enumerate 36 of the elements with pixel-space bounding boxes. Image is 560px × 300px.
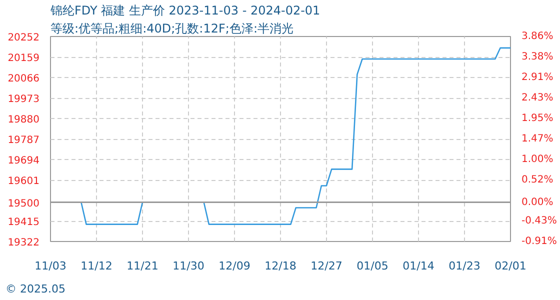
y2-tick-label: 3.86%	[522, 31, 554, 42]
x-tick-label: 12/18	[264, 260, 296, 272]
x-tick-label: 11/03	[34, 260, 66, 272]
y-tick-label: 19880	[8, 114, 40, 126]
y2-tick-label: 1.47%	[522, 134, 554, 145]
x-tick-label: 11/30	[172, 260, 204, 272]
y-tick-label: 19973	[8, 94, 40, 105]
y-tick-label: 19500	[8, 198, 40, 210]
y-tick-label: 19415	[8, 217, 40, 228]
x-tick-label: 01/05	[356, 260, 388, 272]
chart-title: 锦纶FDY 福建 生产价 2023-11-03 - 2024-02-01	[50, 4, 320, 18]
x-tick-label: 11/12	[80, 260, 112, 272]
chart-subtitle: 等级:优等品;粗细:40D;孔数:12F;色泽:半消光	[50, 22, 294, 36]
y2-tick-label: 0.00%	[522, 196, 554, 208]
y2-tick-label: -0.91%	[522, 236, 557, 247]
y-tick-label: 19322	[8, 238, 40, 248]
x-tick-label: 11/21	[126, 260, 158, 272]
y2-tick-label: 1.00%	[522, 154, 554, 165]
y-tick-label: 19694	[8, 156, 40, 166]
y-tick-label: 20066	[8, 74, 40, 84]
y2-tick-label: -0.43%	[522, 215, 557, 226]
y2-tick-label: 1.95%	[522, 113, 554, 124]
x-tick-label: 01/23	[448, 260, 480, 272]
x-tick-label: 12/27	[310, 260, 342, 272]
y2-tick-label: 2.91%	[522, 72, 554, 83]
y-tick-label: 19601	[8, 176, 40, 187]
x-tick-label: 01/14	[402, 260, 434, 272]
x-tick-label: 02/01	[494, 260, 526, 272]
y-tick-label: 20159	[8, 53, 40, 64]
y-tick-label: 19787	[8, 135, 40, 146]
text: © 2025.05	[6, 282, 66, 296]
y-tick-label: 20252	[8, 32, 40, 44]
y2-tick-label: 3.38%	[522, 52, 554, 63]
x-tick-label: 12/09	[218, 260, 250, 272]
y2-tick-label: 2.43%	[522, 92, 554, 104]
y2-tick-label: 0.52%	[522, 174, 554, 186]
